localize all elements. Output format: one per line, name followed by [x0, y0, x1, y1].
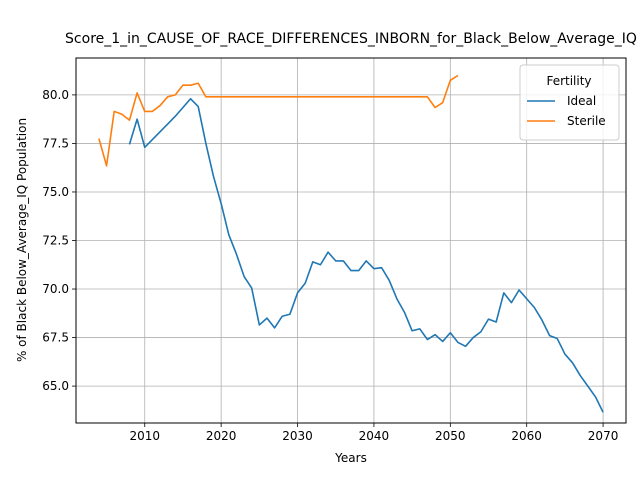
y-tick-label: 70.0	[42, 282, 69, 296]
legend-label-ideal: Ideal	[567, 94, 596, 108]
series-line-sterile	[98, 74, 459, 167]
y-tick-label: 77.5	[42, 136, 69, 150]
x-axis-label: Years	[334, 451, 367, 465]
y-tick-label: 80.0	[42, 88, 69, 102]
y-tick-label: 67.5	[42, 331, 69, 345]
series-lines	[98, 74, 604, 413]
x-tick-label: 2070	[588, 429, 619, 443]
chart-title: Score_1_in_CAUSE_OF_RACE_DIFFERENCES_INB…	[65, 31, 637, 47]
x-tick-label: 2030	[282, 429, 313, 443]
legend-title: Fertility	[546, 74, 591, 88]
x-tick-label: 2020	[206, 429, 237, 443]
series-line-ideal	[128, 97, 604, 413]
x-tick-label: 2040	[359, 429, 390, 443]
y-axis-ticks: 65.0 67.5 70.0 72.5 75.0 77.5 80.0	[42, 88, 76, 393]
x-tick-label: 2060	[511, 429, 542, 443]
x-axis-ticks: 2010 2020 2030 2040 2050 2060 2070	[129, 423, 618, 443]
legend-label-sterile: Sterile	[567, 114, 606, 128]
y-axis-label: % of Black Below_Average_IQ Population	[15, 118, 29, 362]
x-tick-label: 2050	[435, 429, 466, 443]
x-tick-label: 2010	[129, 429, 160, 443]
y-tick-label: 65.0	[42, 379, 69, 393]
y-tick-label: 75.0	[42, 185, 69, 199]
legend: Fertility Ideal Sterile	[519, 64, 620, 141]
y-tick-label: 72.5	[42, 234, 69, 248]
